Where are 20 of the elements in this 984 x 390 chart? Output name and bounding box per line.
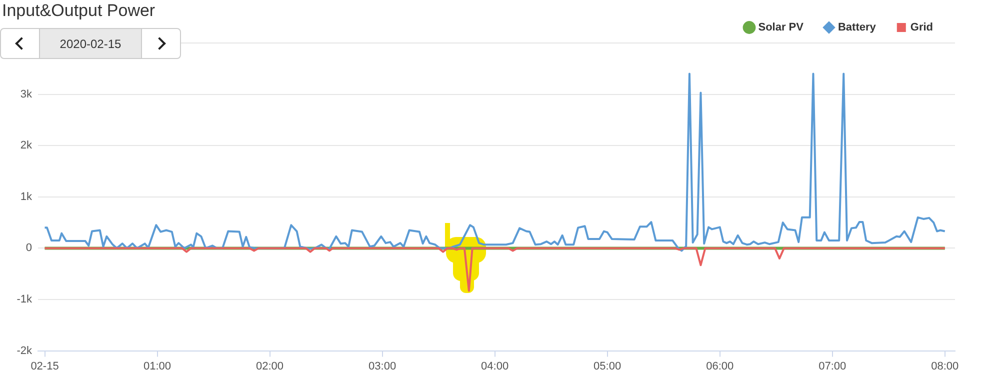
x-tick-label: 02:00 — [256, 360, 284, 372]
legend-label: Grid — [910, 22, 934, 34]
x-tick-label: 02-15 — [30, 360, 59, 372]
y-tick-label: 1k — [20, 190, 32, 203]
x-tick-label: 08:00 — [931, 360, 959, 372]
y-tick-label: 0 — [26, 242, 32, 254]
x-tick-label: 01:00 — [144, 360, 172, 372]
y-tick-label: 3k — [20, 88, 32, 100]
chart-title: Input&Output Power — [2, 1, 156, 21]
y-tick-label: -1k — [16, 294, 32, 306]
x-tick-label: 07:00 — [818, 360, 846, 372]
x-tick-label: 03:00 — [368, 360, 396, 372]
legend-label: Solar PV — [758, 22, 804, 34]
y-tick-label: -2k — [16, 344, 32, 357]
x-tick-label: 06:00 — [706, 360, 734, 372]
x-tick-label: 04:00 — [481, 360, 509, 372]
legend-label: Battery — [838, 22, 877, 34]
x-tick-label: 05:00 — [594, 360, 622, 372]
date-field: 2020-02-15 — [38, 29, 142, 58]
y-tick-label: 2k — [20, 140, 32, 152]
